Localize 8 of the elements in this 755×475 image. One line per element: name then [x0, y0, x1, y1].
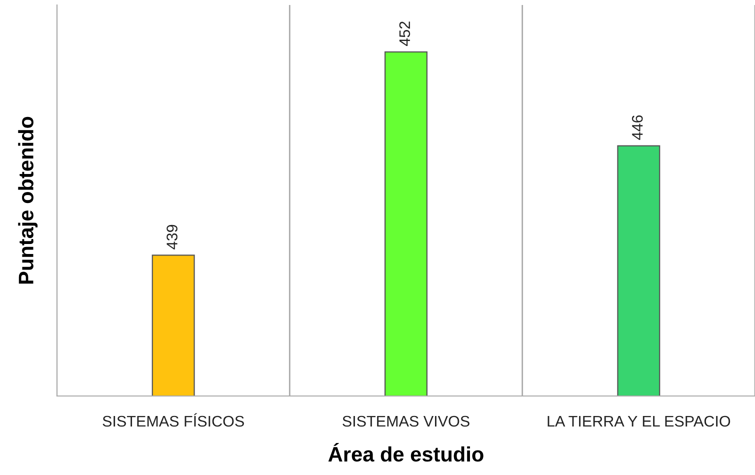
data-label: 452	[399, 22, 410, 46]
x-tick-label: SISTEMAS FÍSICOS	[102, 413, 244, 427]
data-label: 446	[632, 115, 643, 140]
x-axis-title: Área de estudio	[328, 442, 484, 462]
x-tick-label: SISTEMAS VIVOS	[342, 416, 470, 427]
data-label: 439	[166, 224, 178, 250]
x-tick-label: LA TIERRA Y EL ESPACIO	[548, 416, 730, 427]
y-axis-title: Puntaje obtenido	[18, 116, 38, 284]
